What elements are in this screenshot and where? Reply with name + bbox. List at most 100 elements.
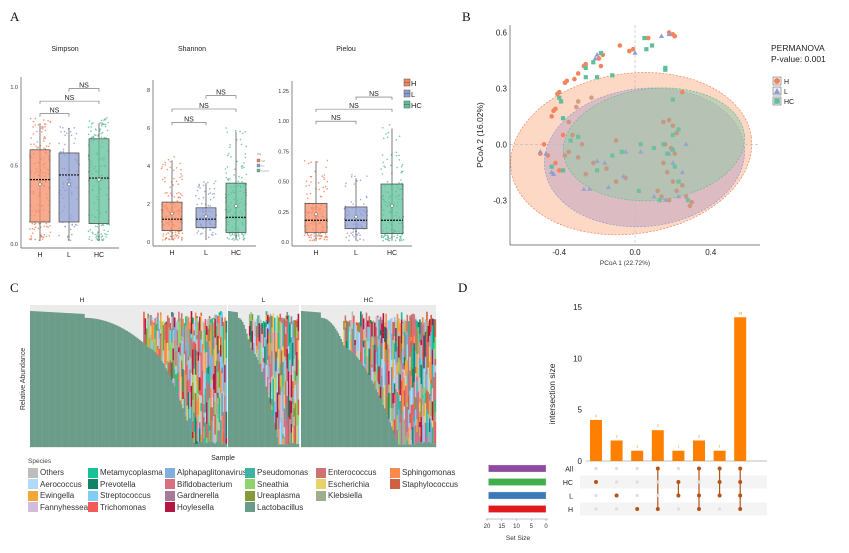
bar-segment [369,337,372,350]
jitter-point [309,192,312,195]
bar-segment [383,362,386,386]
bar-segment [385,386,387,412]
bar-segment-lactobacillus [199,441,201,447]
bar-segment [434,365,437,373]
bar-segment [190,406,193,434]
bar-segment-lactobacillus [269,403,272,447]
y-axis-title: Relative Abundance [20,348,27,410]
bar-segment [395,427,397,438]
bar-segment [144,331,147,335]
jitter-point [162,163,164,166]
bar-segment [197,414,200,443]
bar-segment [396,346,399,363]
bar-segment [393,403,396,420]
bar-segment-lactobacillus [148,347,151,447]
bar-segment [421,394,424,399]
bar-segment [382,365,385,388]
bar-segment [385,364,387,387]
bar-segment [253,319,255,343]
bar-segment [392,422,395,431]
bar-segment [350,319,352,334]
bar-segment [379,345,382,367]
bar-segment [271,405,273,410]
bar-segment [389,382,392,393]
bar-segment [206,320,208,326]
bar-segment [225,437,228,444]
bar-segment [151,317,154,321]
jitter-point [177,183,180,185]
bar-segment [206,382,208,403]
jitter-point [169,235,172,238]
bar-segment-lactobacillus [69,313,71,447]
bar-segment [213,336,215,342]
jitter-point [42,236,45,238]
legend-label: Klebsiella [328,491,363,500]
y-tick-label: 1.25 [278,89,289,95]
jitter-point [106,129,109,132]
mean-marker [390,204,394,208]
bar-segment [180,313,183,337]
jitter-point [30,143,32,145]
bar-segment-lactobacillus [237,317,240,447]
bar-segment [403,390,406,407]
jitter-point [400,171,402,174]
bar-segment [371,367,373,381]
y-tick-label: 0.75 [278,149,289,155]
jitter-point [402,238,405,241]
bar-segment [217,371,219,393]
bar-segment [201,386,204,407]
jitter-point [167,158,170,161]
bar-segment [287,371,290,396]
bar-segment [409,413,411,424]
bar-segment [427,391,430,415]
bar-segment [398,318,400,332]
bar-segment [431,364,434,389]
point-h [670,179,676,184]
bar-segment-lactobacillus [101,320,103,447]
jitter-point [94,233,97,236]
bar-segment [197,393,200,398]
bar-segment [406,440,409,445]
jitter-point [241,165,244,167]
bar-segment-lactobacillus [210,441,212,447]
bar-segment [280,350,283,376]
bar-segment [211,376,214,380]
bar-segment-lactobacillus [326,319,328,447]
point-l [675,193,682,199]
bar-segment [381,323,383,344]
bar-segment [402,334,404,349]
bar-segment [201,406,204,434]
jitter-point [238,235,240,237]
bar-segment-lactobacillus [279,444,282,447]
bar-segment [272,313,275,333]
jitter-point [89,229,92,231]
bar-segment [297,399,300,416]
bar-segment [368,327,371,349]
point-h [566,149,572,155]
bar-segment [289,385,291,401]
bar-segment [430,422,432,444]
jitter-point [395,151,398,154]
bar-segment [169,360,172,377]
x-tick-label: H [313,250,318,257]
bar-segment [292,397,294,405]
bar-segment [218,312,221,316]
bar-segment [158,338,161,349]
bar-segment-lactobacillus [381,401,383,447]
bar-segment-lactobacillus [386,415,389,447]
jitter-point [173,177,175,180]
matrix-dot-active [738,480,743,484]
bar-segment-lactobacillus [108,322,110,447]
bar-segment [424,422,427,442]
bar-segment [268,394,270,398]
bar-segment [272,375,275,379]
jitter-point [401,164,404,166]
bar-segment [419,358,421,378]
bar-segment [393,316,396,322]
bar-segment [211,407,214,421]
point-h [575,71,581,76]
bar-segment [286,368,289,382]
point-h [617,43,623,48]
bar-segment-lactobacillus [247,339,250,447]
